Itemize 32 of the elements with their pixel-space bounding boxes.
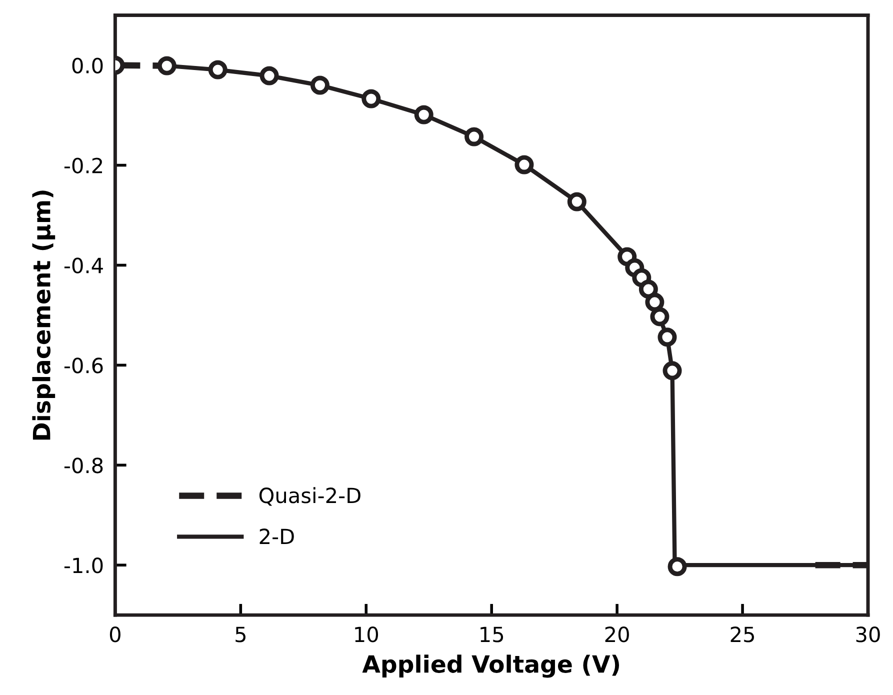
x-tick-label: 15 <box>480 626 504 642</box>
point <box>638 280 658 299</box>
point <box>662 361 682 380</box>
point <box>260 66 279 86</box>
y-tick-label: -0.6 <box>64 358 103 374</box>
x-tick-label: 10 <box>355 626 378 642</box>
point <box>650 307 670 326</box>
x-tick-label: 30 <box>856 626 880 642</box>
point <box>645 292 664 312</box>
y-tick-label: -0.8 <box>64 458 103 474</box>
y-axis-title: Displacement (μm) <box>32 190 56 440</box>
y-tick-label: -0.2 <box>64 158 102 174</box>
point <box>464 127 484 146</box>
point <box>362 89 381 108</box>
x-axis-title: Applied Voltage (V) <box>362 654 620 678</box>
y-tick-label: -1.0 <box>64 558 103 574</box>
x-tick-label: 0 <box>110 626 120 642</box>
legend-label: 2-D <box>260 528 294 544</box>
x-tick-label: 20 <box>605 626 629 642</box>
x-tick-label: 25 <box>730 626 754 642</box>
y-tick-label: 0.0 <box>72 58 103 74</box>
point <box>514 155 534 174</box>
point <box>208 60 228 80</box>
point <box>310 76 330 95</box>
point <box>414 105 434 124</box>
y-tick-label: -0.4 <box>64 258 103 274</box>
legend-label: Quasi-2-D <box>259 487 360 506</box>
point <box>157 56 176 76</box>
point <box>668 557 687 576</box>
x-tick-label: 5 <box>236 626 246 642</box>
point <box>658 328 677 347</box>
point <box>567 192 586 212</box>
